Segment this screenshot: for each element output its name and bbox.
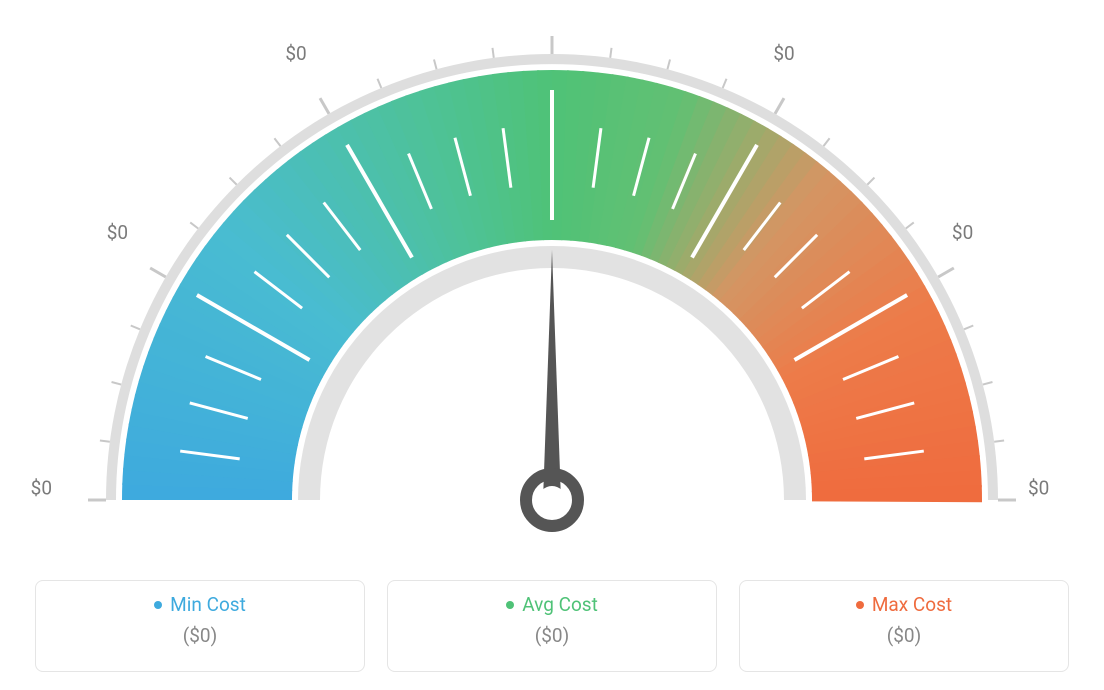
legend-value-min: ($0) xyxy=(36,624,364,647)
legend-title-max: Max Cost xyxy=(856,593,952,616)
gauge-scale-label: $0 xyxy=(31,477,52,500)
legend-dot-min xyxy=(154,601,162,609)
gauge-scale-label: $0 xyxy=(1028,477,1049,500)
legend-label-avg: Avg Cost xyxy=(522,593,598,616)
gauge-scale-label: $0 xyxy=(107,221,128,244)
legend-title-avg: Avg Cost xyxy=(506,593,598,616)
legend-card-avg: Avg Cost ($0) xyxy=(387,580,717,672)
legend-label-max: Max Cost xyxy=(872,593,952,616)
gauge-scale-label: $0 xyxy=(952,221,973,244)
legend-label-min: Min Cost xyxy=(170,593,246,616)
legend-title-min: Min Cost xyxy=(154,593,246,616)
gauge-svg xyxy=(22,0,1082,560)
legend-dot-avg xyxy=(506,601,514,609)
legend-value-avg: ($0) xyxy=(388,624,716,647)
legend-dot-max xyxy=(856,601,864,609)
gauge-scale-label: $0 xyxy=(285,42,306,65)
legend-value-max: ($0) xyxy=(740,624,1068,647)
gauge-chart: $0$0$0$0$0$0$0 xyxy=(22,0,1082,560)
legend-card-min: Min Cost ($0) xyxy=(35,580,365,672)
gauge-scale-label: $0 xyxy=(773,42,794,65)
legend-row: Min Cost ($0) Avg Cost ($0) Max Cost ($0… xyxy=(0,580,1104,690)
legend-card-max: Max Cost ($0) xyxy=(739,580,1069,672)
